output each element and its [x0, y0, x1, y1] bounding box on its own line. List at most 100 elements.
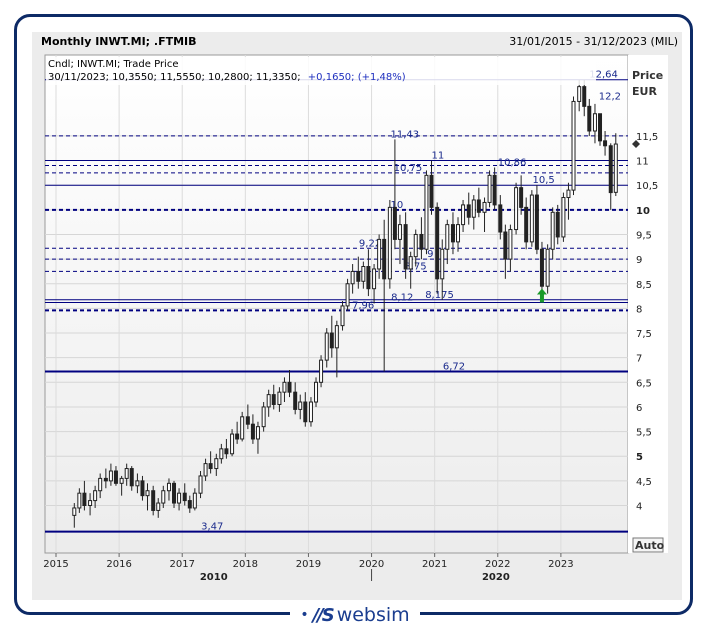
candle-body — [471, 199, 476, 218]
info-change: +0,1650; (+1,48%) — [308, 72, 406, 83]
candle-body — [235, 433, 240, 440]
candle — [277, 387, 282, 412]
x-tick-label: 2016 — [106, 559, 131, 570]
candle — [219, 443, 224, 464]
candle — [72, 503, 77, 528]
candle — [308, 397, 313, 427]
candle — [435, 202, 440, 294]
y-tick-label: 7 — [636, 354, 642, 365]
candle-body — [277, 391, 282, 405]
candle — [361, 261, 366, 289]
candle — [555, 204, 560, 245]
candle-body — [534, 194, 539, 250]
auto-button[interactable] — [632, 537, 664, 553]
level-label: 8,75 — [404, 261, 426, 272]
info-line-1: Cndl; INWT.MI; Trade Price — [48, 59, 179, 70]
candle-body — [545, 248, 550, 287]
candle — [529, 190, 534, 247]
date-range: 31/01/2015 - 31/12/2023 (MIL) — [509, 35, 678, 48]
y-tick-label: 10,5 — [636, 181, 658, 192]
candle — [145, 483, 150, 511]
candle-body — [392, 206, 397, 240]
candle — [340, 301, 345, 331]
candle-body — [366, 266, 371, 290]
candle-body — [303, 401, 308, 423]
x-tick-label: 2015 — [43, 559, 68, 570]
candle-body — [356, 270, 361, 282]
candle — [203, 458, 208, 481]
candle-body — [555, 211, 560, 238]
candle — [350, 264, 355, 294]
x-secondary-label: 2020 — [482, 572, 510, 583]
candle — [261, 402, 266, 432]
candle — [140, 475, 145, 501]
candle-body — [382, 238, 387, 280]
right-axis-area — [628, 55, 668, 553]
candle-body — [440, 248, 445, 280]
x-tick-label: 2022 — [485, 559, 510, 570]
candle-body — [571, 100, 576, 191]
candle — [461, 199, 466, 233]
x-tick-label: 2019 — [296, 559, 321, 570]
level-label: 10,75 — [394, 163, 423, 174]
candle-body — [498, 204, 503, 233]
candle-body — [561, 197, 566, 238]
candle-body — [539, 248, 544, 287]
y-tick-label: 7,5 — [636, 329, 652, 340]
candle-body — [413, 233, 418, 258]
candle-body — [598, 113, 603, 142]
candle — [492, 167, 497, 210]
candle — [419, 217, 424, 260]
level-label: 7,96 — [352, 300, 374, 311]
candle-body — [419, 233, 424, 250]
candle-body — [129, 468, 134, 487]
candle-body — [172, 482, 177, 504]
candle-body — [298, 401, 303, 410]
candle-body — [88, 500, 93, 507]
candle-body — [397, 224, 402, 240]
candle-body — [529, 194, 534, 243]
candle-body — [145, 490, 150, 497]
y-tick-label: 6,5 — [636, 378, 652, 389]
candle — [187, 495, 192, 513]
candle-body — [271, 394, 276, 405]
candle-body — [466, 204, 471, 218]
level-label: 9 — [427, 249, 433, 260]
candle-body — [435, 206, 440, 280]
candle-body — [287, 381, 292, 393]
candle-body — [208, 463, 213, 470]
level-label: 10,5 — [532, 175, 554, 186]
candle-body — [519, 187, 524, 208]
candle — [566, 182, 571, 220]
candle-body — [524, 206, 529, 243]
candle-body — [261, 406, 266, 428]
candle-body — [387, 206, 392, 280]
y-tick-label: 8 — [636, 304, 642, 315]
candle-body — [266, 394, 271, 408]
candle — [366, 249, 371, 297]
candle — [519, 175, 524, 215]
candle — [245, 404, 250, 430]
candle-body — [140, 480, 145, 497]
x-tick-labels: 2015 2016 2017 2018 2019 2020 2021 2022 2023 2010… — [43, 553, 574, 583]
candle — [413, 229, 418, 267]
y-tick-label: 5 — [636, 452, 643, 463]
candle — [156, 498, 161, 518]
y-tick-label: 11 — [636, 157, 649, 168]
candle — [408, 251, 413, 289]
candle — [592, 103, 597, 144]
candle-body — [514, 187, 519, 231]
currency-axis-label: EUR — [632, 85, 657, 98]
candle — [613, 133, 618, 197]
candle-body — [403, 224, 408, 270]
candle — [161, 485, 166, 508]
level-label: 11,43 — [390, 129, 419, 140]
candle — [287, 369, 292, 398]
candle — [466, 192, 471, 225]
candle — [545, 244, 550, 294]
candle-body — [445, 224, 450, 250]
candle — [208, 451, 213, 474]
candle — [282, 377, 287, 403]
candle-body — [214, 458, 219, 470]
